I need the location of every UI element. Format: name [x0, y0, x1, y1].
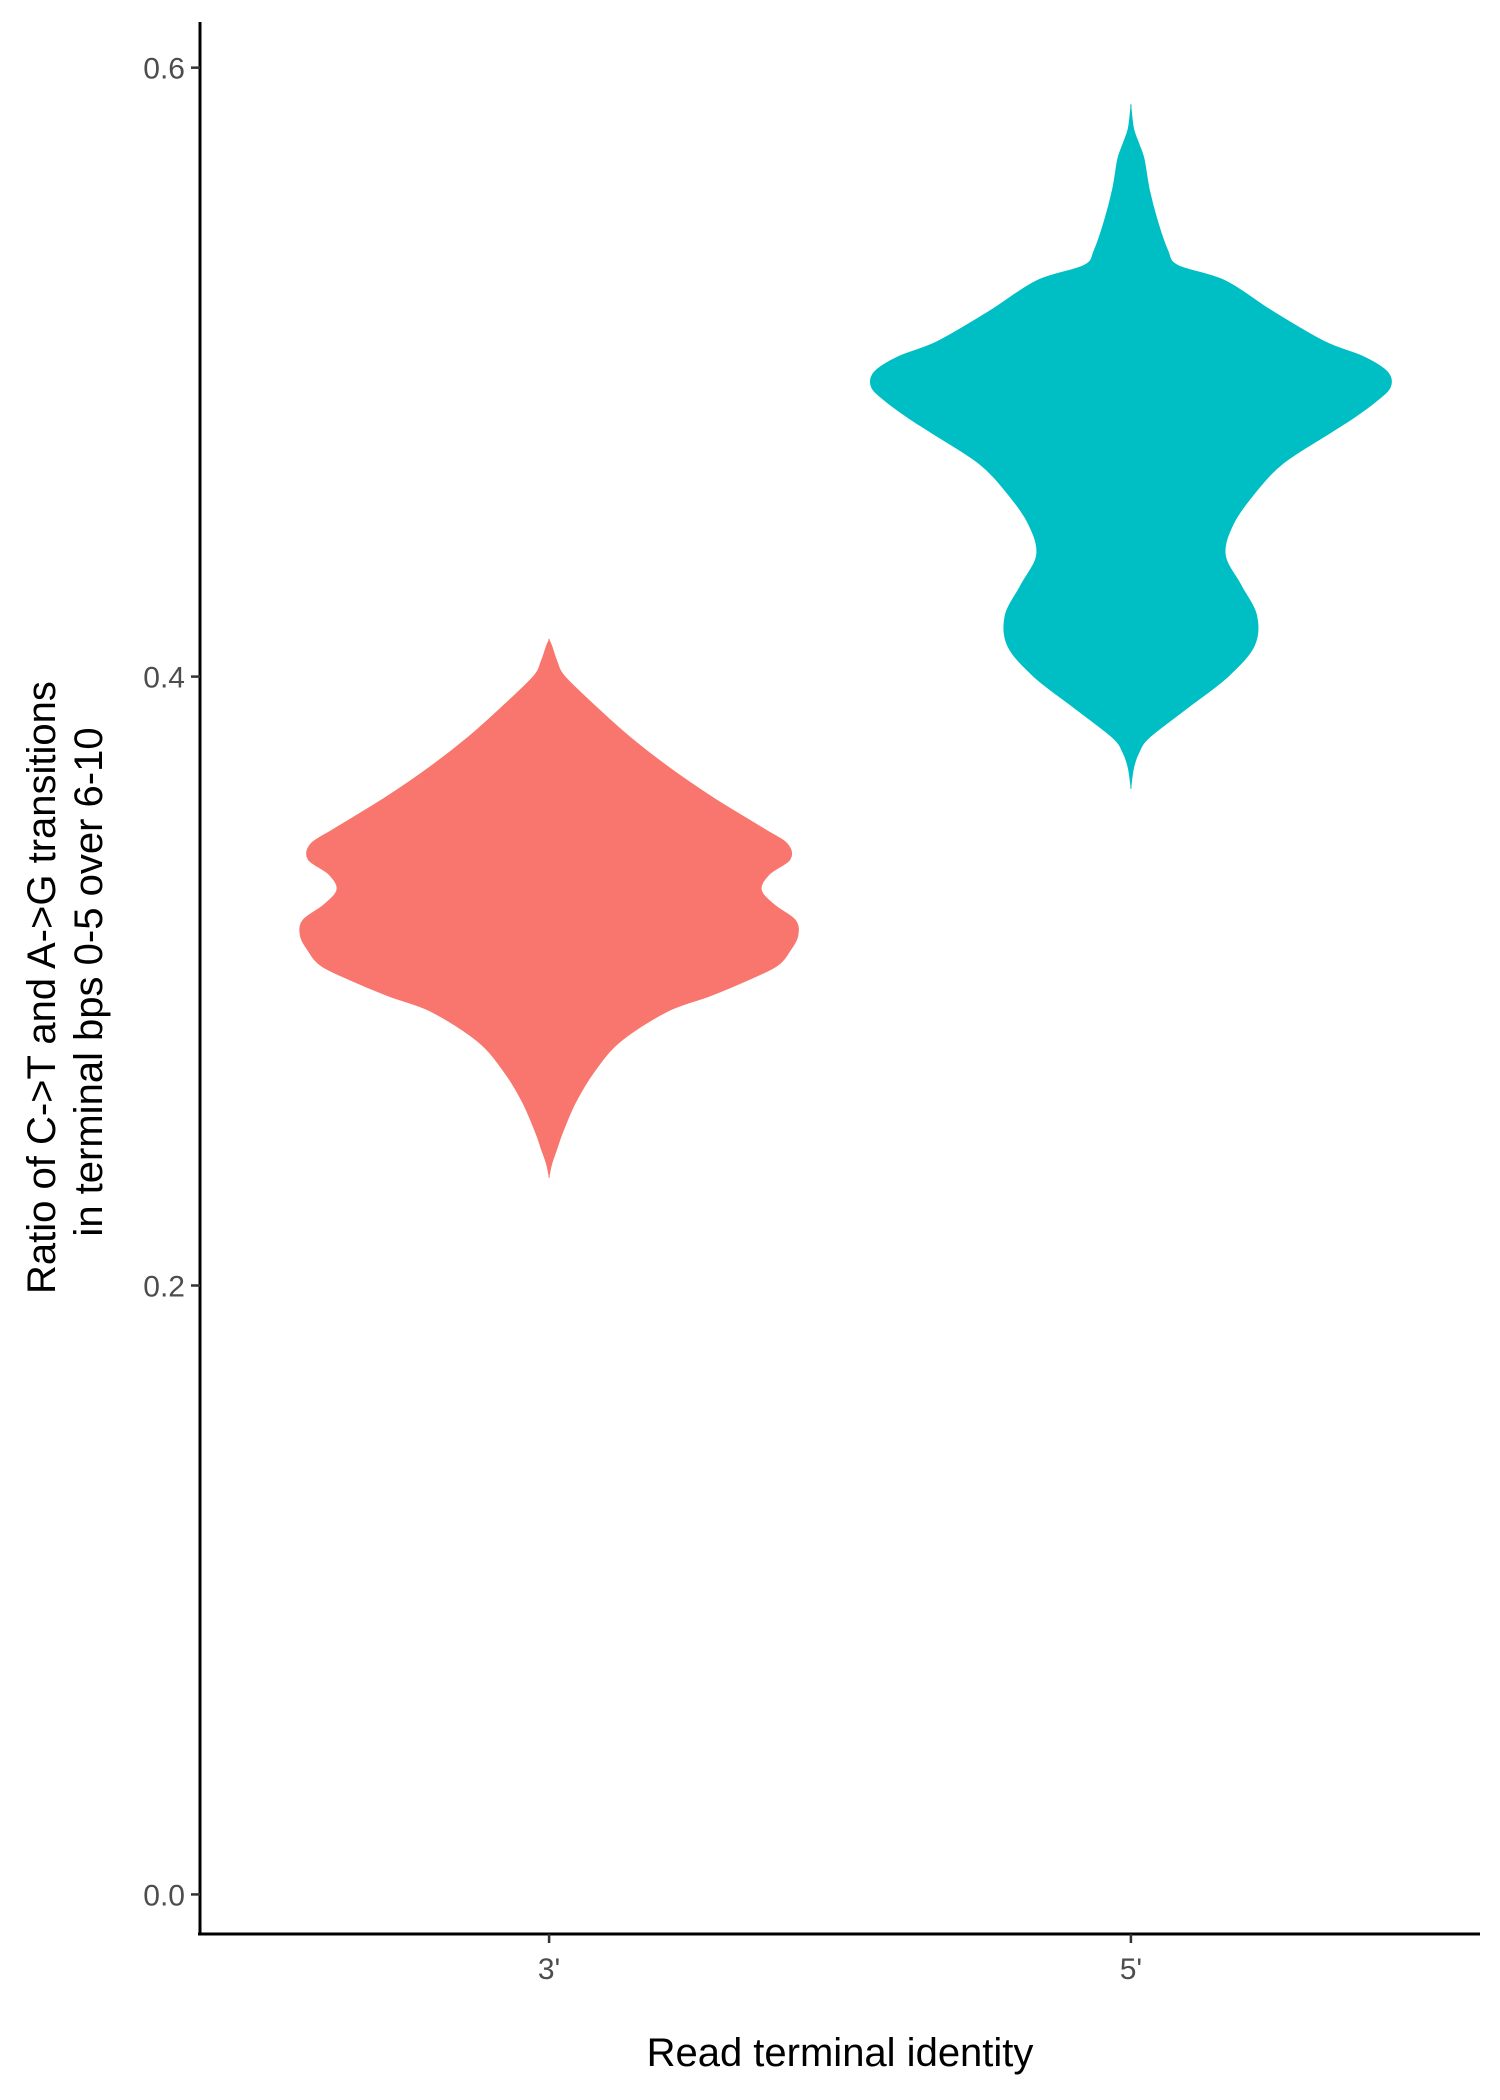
x-tick-label: 5' [1120, 1953, 1142, 1986]
violin-3prime [299, 638, 799, 1178]
x-ticks: 3' 5' [538, 1934, 1142, 1986]
y-axis-title: Ratio of C->T and A->G transitions in te… [20, 670, 111, 1294]
y-tick-label: 0.0 [143, 1879, 185, 1912]
violins-layer [299, 104, 1392, 1178]
x-tick-label: 3' [538, 1953, 560, 1986]
y-tick-label: 0.2 [143, 1271, 185, 1304]
y-tick-label: 0.4 [143, 662, 185, 695]
y-ticks: 0.0 0.2 0.4 0.6 [143, 53, 200, 1912]
violin-5prime [869, 104, 1392, 789]
y-axis-title-line-1: Ratio of C->T and A->G transitions [20, 681, 64, 1294]
y-axis-title-line-2: in terminal bps 0-5 over 6-10 [67, 727, 111, 1236]
y-tick-label: 0.6 [143, 53, 185, 86]
x-axis-title: Read terminal identity [647, 2031, 1034, 2075]
